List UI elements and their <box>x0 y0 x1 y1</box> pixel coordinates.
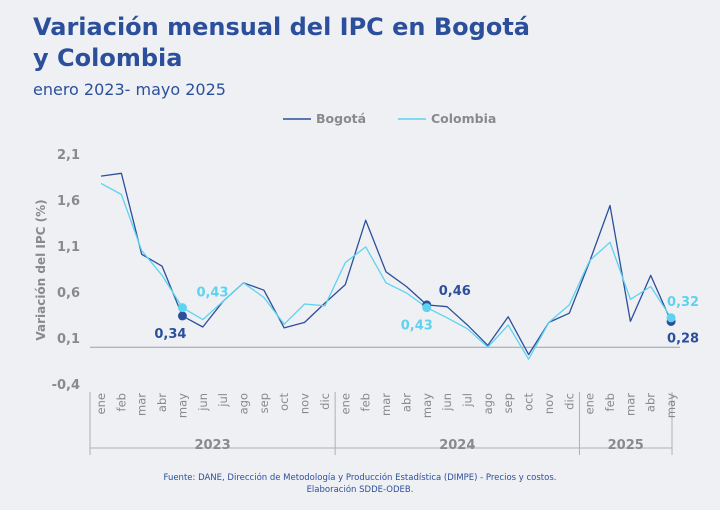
x-tick-label: may <box>175 393 189 418</box>
x-tick-label: jun <box>440 393 454 412</box>
x-tick-label: jul <box>460 393 474 408</box>
x-tick-label: ene <box>583 393 597 414</box>
year-label: 2024 <box>439 438 475 453</box>
line-chart: Variación del IPC (%) 2,1 1,6 1,1 0,6 0,1 -0,4… <box>34 111 699 455</box>
legend-label: Colombia <box>431 111 496 126</box>
data-label: 0,46 <box>439 284 471 299</box>
data-point-marker <box>177 311 187 321</box>
x-tick-label: nov <box>542 393 556 414</box>
source-text: Fuente: DANE, Dirección de Metodología y… <box>163 473 557 483</box>
chart-title: Variación mensual del IPC en Bogotá y Co… <box>33 13 530 72</box>
x-tick-label: ene <box>338 393 352 414</box>
credit-text: Elaboración SDDE-ODEB. <box>306 485 414 495</box>
y-tick-label: 1,1 <box>57 240 80 255</box>
series-line-bogota <box>100 172 672 356</box>
x-tick-label: nov <box>298 393 312 414</box>
x-tick-label: mar <box>379 393 393 416</box>
x-tick-label: jun <box>196 393 210 412</box>
data-label: 0,43 <box>196 286 228 301</box>
x-tick-label: may <box>420 393 434 418</box>
x-tick-label: mar <box>623 393 637 416</box>
x-tick-label: sep <box>501 393 515 413</box>
x-tick-label: abr <box>644 393 658 412</box>
x-tick-label: ago <box>237 393 251 414</box>
source-note: Fuente: DANE, Dirección de Metodología y… <box>0 472 720 496</box>
x-tick-label: oct <box>522 393 536 411</box>
year-label: 2023 <box>194 438 230 453</box>
y-tick-label: -0,4 <box>52 378 80 393</box>
series-line-colombia <box>100 182 672 360</box>
data-label: 0,28 <box>667 331 699 346</box>
y-tick-label: 0,6 <box>57 286 80 301</box>
data-point-marker <box>422 303 432 313</box>
legend-label: Bogotá <box>316 111 366 126</box>
data-label: 0,34 <box>154 327 186 342</box>
data-point-marker <box>177 303 187 313</box>
x-tick-label: mar <box>135 393 149 416</box>
y-axis-label: Variación del IPC (%) <box>34 199 48 340</box>
chart-subtitle: enero 2023- mayo 2025 <box>33 80 226 99</box>
x-tick-label: feb <box>359 393 373 411</box>
x-tick-label: ene <box>94 393 108 414</box>
y-tick-label: 0,1 <box>57 332 80 347</box>
data-point-marker <box>666 313 676 323</box>
data-label: 0,32 <box>667 295 699 310</box>
x-tick-label: ago <box>481 393 495 414</box>
x-tick-label: dic <box>562 393 576 410</box>
x-tick-label: dic <box>318 393 332 410</box>
year-label: 2025 <box>608 438 644 453</box>
y-tick-label: 1,6 <box>57 194 80 209</box>
x-tick-label: feb <box>114 393 128 411</box>
x-tick-label: sep <box>257 393 271 413</box>
x-tick-label: feb <box>603 393 617 411</box>
y-tick-label: 2,1 <box>57 148 80 163</box>
x-tick-label: abr <box>155 393 169 412</box>
x-tick-label: may <box>664 393 678 418</box>
x-tick-label: abr <box>399 393 413 412</box>
data-label: 0,43 <box>401 319 433 334</box>
x-tick-label: oct <box>277 393 291 411</box>
x-tick-label: jul <box>216 393 230 408</box>
